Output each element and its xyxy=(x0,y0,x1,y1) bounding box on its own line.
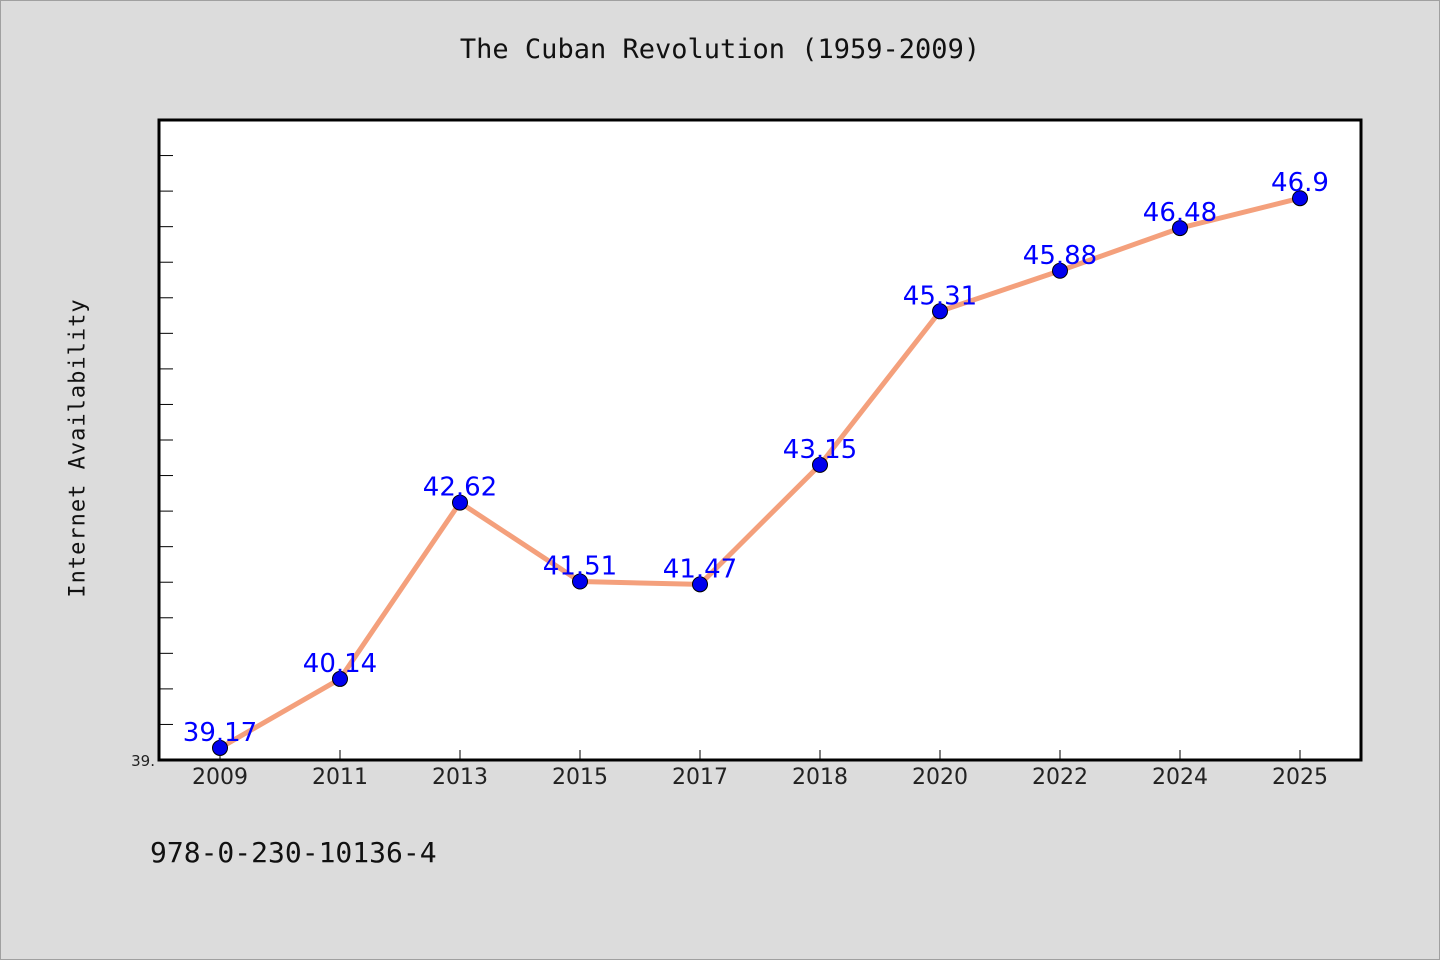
x-tick-label: 2024 xyxy=(1152,765,1208,790)
data-point xyxy=(692,576,708,593)
series-line xyxy=(217,195,1303,751)
chart-title: The Cuban Revolution (1959-2009) xyxy=(459,34,981,65)
x-tick-label: 2013 xyxy=(432,765,488,790)
data-label: 39.17 xyxy=(183,718,257,748)
x-axis: 2009 2011 2013 2015 2017 2018 2020 2022 2024 2025 xyxy=(192,750,1328,790)
data-label: 45.31 xyxy=(903,281,977,311)
data-point xyxy=(1292,190,1308,207)
data-label: 41.47 xyxy=(663,554,737,584)
y-axis: 39. xyxy=(131,752,155,770)
data-label: 40.14 xyxy=(303,649,377,679)
data-label: 45.88 xyxy=(1023,241,1097,271)
y-tick-label: 39. xyxy=(131,752,155,770)
x-tick-label: 2011 xyxy=(312,765,368,790)
data-point xyxy=(812,456,828,473)
data-label: 41.51 xyxy=(543,552,617,582)
series-group: 39.17 40.14 42.62 41.51 41.47 43.15 45.31 45.88… xyxy=(183,168,1329,756)
x-tick-label: 2022 xyxy=(1032,765,1088,790)
data-point xyxy=(1052,262,1068,279)
data-point xyxy=(1172,220,1188,237)
x-tick-label: 2020 xyxy=(912,765,968,790)
data-point xyxy=(452,494,468,511)
x-tick-label: 2018 xyxy=(792,765,848,790)
x-tick-label: 2017 xyxy=(672,765,728,790)
isbn-text: 978-0-230-10136-4 xyxy=(150,836,437,869)
data-point xyxy=(932,303,948,320)
x-tick-label: 2009 xyxy=(192,765,248,790)
data-label: 46.48 xyxy=(1143,198,1217,228)
data-label: 43.15 xyxy=(783,435,857,465)
x-tick-label: 2015 xyxy=(552,765,608,790)
data-point xyxy=(332,670,348,687)
data-point xyxy=(212,739,228,756)
data-label: 42.62 xyxy=(423,473,497,503)
data-label: 46.9 xyxy=(1271,168,1329,198)
data-point xyxy=(572,573,588,590)
y-axis-minor-ticks xyxy=(159,155,173,725)
x-tick-label: 2025 xyxy=(1272,765,1328,790)
